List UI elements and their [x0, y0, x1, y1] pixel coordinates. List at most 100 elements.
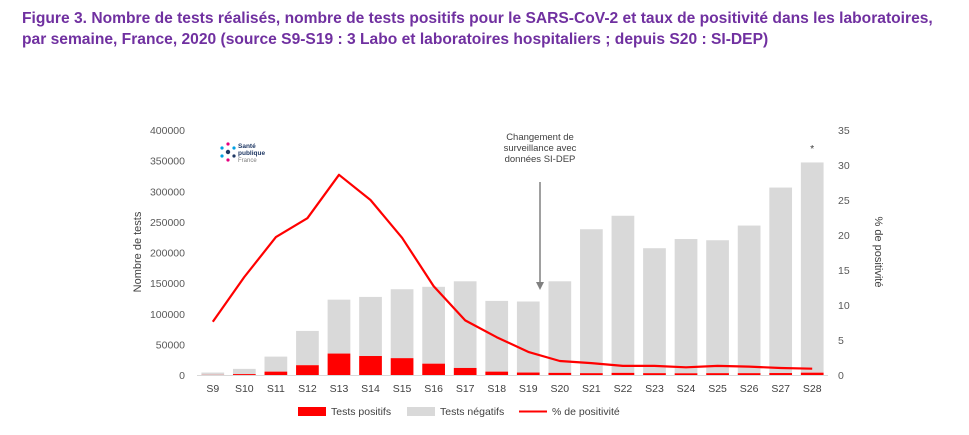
- x-tick-label: S22: [614, 383, 633, 395]
- legend-label-rate: % de positivité: [552, 406, 620, 418]
- bar-positive: [453, 367, 477, 375]
- bar-negative: [643, 248, 666, 374]
- y-right-tick-label: 25: [838, 195, 850, 207]
- annotation-surveillance-change: Changement de surveillance avec données …: [504, 132, 577, 290]
- x-tick-label: S19: [519, 383, 538, 395]
- x-tick-label: S27: [771, 383, 790, 395]
- x-tick-label: S23: [645, 383, 664, 395]
- y-axis-left: 0 50000 100000 150000 200000 250000 300000 3500…: [150, 125, 185, 382]
- bar-positive: [548, 372, 572, 375]
- bar-positive: [327, 353, 351, 375]
- y-right-tick-label: 10: [838, 300, 850, 312]
- series-line-positivity: [211, 173, 813, 370]
- bar-positive: [800, 372, 824, 375]
- y-tick-label: 200000: [150, 248, 185, 260]
- y-axis-right: 0 5 10 15 20 25 30 35: [838, 125, 850, 382]
- x-tick-label: S24: [677, 383, 696, 395]
- bar-positive: [769, 373, 793, 375]
- y-tick-label: 50000: [156, 339, 185, 351]
- y-tick-label: 100000: [150, 309, 185, 321]
- x-tick-label: S26: [740, 383, 759, 395]
- x-tick-label: S18: [487, 383, 506, 395]
- logo-dot: [220, 146, 224, 150]
- x-tick-label: S17: [456, 383, 475, 395]
- annotation-line-1: Changement de: [506, 132, 574, 143]
- x-tick-label: S28: [803, 383, 822, 395]
- logo-dot: [225, 149, 231, 155]
- logo-line-1: Santé: [238, 143, 256, 150]
- rate-line-group: [211, 173, 813, 370]
- x-axis-labels: S9 S10 S11 S12 S13 S14 S15 S16 S17 S18 S19 S20 S21 S2…: [206, 383, 821, 395]
- logo-dot: [226, 142, 230, 146]
- y-tick-label: 300000: [150, 186, 185, 198]
- y-right-tick-label: 15: [838, 265, 850, 277]
- bar-negative: [580, 229, 603, 374]
- y-tick-label: 400000: [150, 125, 185, 137]
- bar-positive: [296, 365, 319, 375]
- y-tick-label: 150000: [150, 278, 185, 290]
- bar-negative: [800, 162, 824, 373]
- bar-positive: [737, 373, 761, 375]
- figure-title: Figure 3. Nombre de tests réalisés, nomb…: [22, 10, 933, 48]
- x-tick-label: S10: [235, 383, 254, 395]
- bar-positive: [390, 358, 414, 375]
- x-tick-label: S14: [361, 383, 380, 395]
- bar-negative: [611, 215, 635, 373]
- legend-label-negative: Tests négatifs: [440, 406, 504, 418]
- legend-label-positive: Tests positifs: [331, 406, 391, 418]
- bar-negative: [516, 301, 540, 373]
- y-tick-label: 0: [179, 370, 185, 382]
- bar-positive: [485, 371, 509, 375]
- logo-dot: [232, 146, 236, 150]
- y-right-tick-label: 5: [838, 335, 844, 347]
- logo-dot: [220, 154, 224, 158]
- y-right-tick-label: 0: [838, 370, 844, 382]
- y-tick-label: 250000: [150, 217, 185, 229]
- annotation-asterisk: *: [810, 143, 814, 155]
- x-tick-label: S25: [708, 383, 727, 395]
- legend-item-negative: Tests négatifs: [407, 406, 504, 418]
- logo-dot: [226, 158, 230, 162]
- bar-positive: [580, 373, 603, 375]
- y-right-tick-label: 30: [838, 160, 850, 172]
- bar-positive: [232, 374, 256, 375]
- bar-positive: [422, 363, 445, 375]
- x-tick-label: S11: [267, 383, 285, 395]
- logo-line-3: France: [238, 158, 257, 164]
- y-tick-label: 350000: [150, 156, 185, 168]
- bar-negative: [422, 286, 445, 364]
- bar-negative: [453, 281, 477, 368]
- bar-negative: [674, 239, 698, 374]
- legend-item-positive: Tests positifs: [298, 406, 391, 418]
- bar-negative: [359, 296, 382, 357]
- y-axis-left-label: Nombre de tests: [132, 211, 144, 292]
- bar-negative: [769, 187, 793, 374]
- bar-negative: [327, 299, 351, 354]
- legend: Tests positifs Tests négatifs % de posit…: [298, 406, 620, 418]
- x-tick-label: S21: [582, 383, 601, 395]
- bar-negative: [264, 356, 288, 372]
- bar-positive: [643, 373, 666, 375]
- x-tick-label: S15: [393, 383, 412, 395]
- bar-negative: [296, 330, 319, 366]
- y-right-tick-label: 20: [838, 230, 850, 242]
- bar-negative: [706, 240, 729, 374]
- x-tick-label: S16: [424, 383, 443, 395]
- bar-positive: [516, 372, 540, 375]
- x-tick-label: S13: [330, 383, 349, 395]
- legend-item-rate: % de positivité: [519, 406, 620, 418]
- bar-negative: [548, 281, 572, 373]
- legend-swatch-negative: [407, 407, 435, 416]
- bar-positive: [359, 356, 382, 375]
- bars: [201, 162, 824, 375]
- bar-negative: [390, 289, 414, 359]
- annotation-line-2: surveillance avec: [504, 143, 577, 154]
- y-axis-right-label: % de positivité: [872, 217, 884, 288]
- y-right-tick-label: 35: [838, 125, 850, 137]
- sante-publique-france-logo: Santé publique France: [220, 142, 265, 164]
- legend-swatch-positive: [298, 407, 326, 416]
- annotation-line-3: données SI-DEP: [505, 154, 576, 165]
- bar-negative: [201, 372, 225, 375]
- bar-positive: [706, 373, 729, 375]
